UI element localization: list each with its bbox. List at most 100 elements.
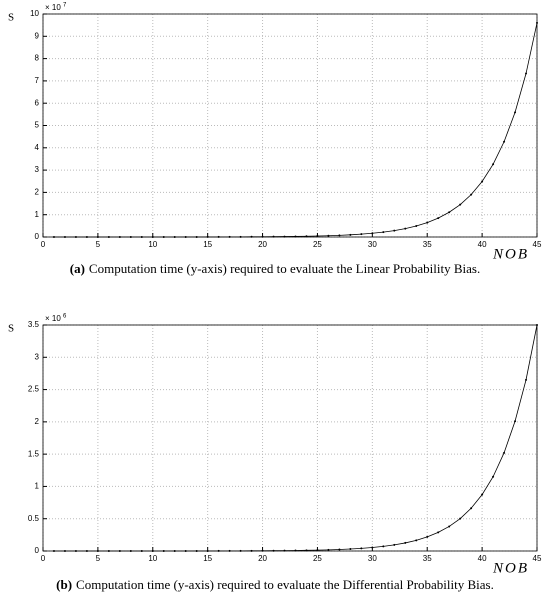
point (382, 545, 385, 548)
point (492, 163, 495, 166)
point (382, 231, 385, 234)
y-tick-label: 3 (35, 352, 40, 361)
point (459, 203, 462, 206)
x-tick-label: 10 (148, 240, 157, 249)
point (151, 235, 154, 238)
point (52, 235, 55, 238)
y-tick-label: 0 (35, 546, 40, 555)
point (305, 235, 308, 238)
point (217, 235, 220, 238)
x-tick-label: 5 (96, 554, 101, 563)
y-tick-label: 1.5 (28, 449, 40, 458)
point (85, 549, 88, 552)
point (206, 549, 209, 552)
point (481, 493, 484, 496)
point (393, 229, 396, 232)
point (316, 549, 319, 552)
multiplier-exponent: 6 (63, 314, 67, 320)
point (96, 549, 99, 552)
point (272, 235, 275, 238)
point (228, 235, 231, 238)
point (492, 475, 495, 478)
y-tick-label: 3.5 (28, 320, 40, 329)
point (470, 193, 473, 196)
plot-frame (42, 13, 538, 238)
x-tick-label: 0 (41, 240, 46, 249)
y-tick-label: 5 (35, 121, 40, 130)
y-tick-label: 2 (35, 188, 40, 197)
point (536, 21, 538, 24)
point (140, 549, 143, 552)
point (129, 235, 132, 238)
point (151, 549, 154, 552)
point (514, 420, 517, 423)
x-axis-label: NOB (492, 246, 529, 262)
caption: (a) Computation time (y-axis) required to… (70, 261, 481, 276)
multiplier: × 10 (45, 314, 61, 323)
caption-label: (a) (70, 261, 85, 276)
x-tick-label: 10 (148, 554, 157, 563)
point (415, 539, 418, 542)
point (195, 235, 198, 238)
x-tick-label: 35 (423, 554, 432, 563)
point (294, 235, 297, 238)
x-tick-label: 5 (96, 240, 101, 249)
y-tick-label: 0.5 (28, 514, 40, 523)
point (448, 525, 451, 528)
x-tick-label: 40 (478, 240, 487, 249)
point (140, 235, 143, 238)
point (118, 235, 121, 238)
y-tick-label: 7 (35, 76, 40, 85)
point (206, 235, 209, 238)
point (283, 235, 286, 238)
point (404, 227, 407, 230)
point (470, 507, 473, 510)
point (162, 235, 165, 238)
y-tick-label: 8 (35, 54, 40, 63)
x-tick-label: 0 (41, 554, 46, 563)
x-axis-label: NOB (492, 560, 529, 576)
x-tick-label: 20 (258, 240, 267, 249)
point (415, 225, 418, 228)
point (173, 235, 176, 238)
point (96, 235, 99, 238)
x-tick-label: 20 (258, 554, 267, 563)
point (360, 547, 363, 550)
point (162, 549, 165, 552)
multiplier-exponent: 7 (63, 3, 67, 9)
x-tick-label: 25 (313, 554, 322, 563)
point (195, 549, 198, 552)
y-tick-label: 1 (35, 210, 40, 219)
caption-label: (b) (56, 577, 72, 592)
y-tick-label: 10 (30, 9, 39, 18)
point (514, 111, 517, 114)
line (53, 324, 538, 552)
point (261, 235, 264, 238)
point (74, 549, 77, 552)
point (503, 451, 506, 454)
plot-frame (42, 324, 538, 552)
point (63, 549, 66, 552)
multiplier: × 10 (45, 3, 61, 12)
point (107, 549, 110, 552)
point (52, 549, 55, 552)
y-tick-label: 6 (35, 98, 40, 107)
y-tick-label: 3 (35, 165, 40, 174)
point (338, 548, 341, 551)
point (239, 549, 242, 552)
y-tick-label: 9 (35, 31, 40, 40)
point (338, 234, 341, 237)
x-tick-label: 30 (368, 554, 377, 563)
point (360, 233, 363, 236)
point (316, 235, 319, 238)
point (217, 549, 220, 552)
x-tick-label: 15 (203, 240, 212, 249)
point (305, 549, 308, 552)
y-axis-label: S (8, 12, 14, 24)
point (283, 549, 286, 552)
y-tick-label: 4 (35, 143, 40, 152)
point (327, 548, 330, 551)
point (85, 235, 88, 238)
caption: (b) Computation time (y-axis) required to… (56, 577, 494, 592)
